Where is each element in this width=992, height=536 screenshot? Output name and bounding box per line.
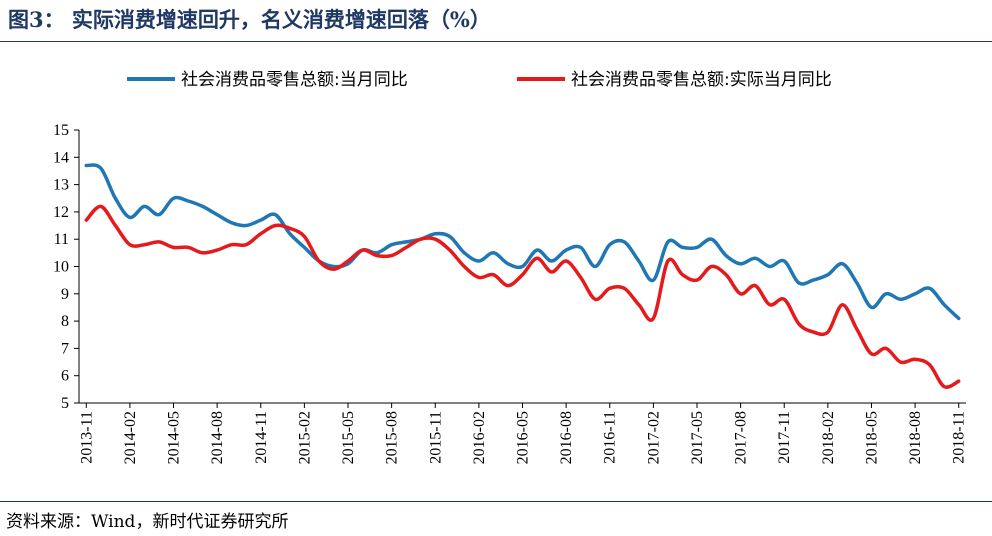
x-tick-label: 2017-02	[645, 411, 662, 464]
x-tick-label: 2015-08	[384, 411, 401, 464]
y-tick-label: 5	[61, 395, 69, 412]
y-tick-label: 15	[53, 122, 69, 139]
x-tick-label: 2014-11	[253, 411, 270, 464]
series-line-real	[84, 204, 961, 389]
y-tick-label: 7	[61, 340, 69, 357]
x-tick-label: 2018-08	[907, 411, 924, 464]
y-tick-label: 13	[53, 177, 69, 194]
chart-legend: 社会消费品零售总额:当月同比 社会消费品零售总额:实际当月同比	[127, 70, 832, 90]
x-tick-label: 2017-05	[689, 411, 706, 464]
x-tick-label: 2016-05	[515, 411, 532, 464]
y-tick-label: 9	[61, 286, 69, 303]
x-tick-label: 2017-08	[733, 411, 750, 464]
series-line-nominal	[84, 163, 961, 321]
x-tick-label: 2016-02	[471, 411, 488, 464]
x-tick-label: 2014-08	[209, 411, 226, 464]
x-tick-label: 2018-05	[863, 411, 880, 464]
x-tick-label: 2015-05	[340, 411, 357, 464]
x-tick-label: 2014-05	[166, 411, 183, 464]
y-tick-label: 8	[61, 313, 69, 330]
y-tick-label: 10	[53, 259, 69, 276]
y-tick-label: 11	[54, 231, 69, 248]
legend-label-nominal: 社会消费品零售总额:当月同比	[181, 70, 408, 90]
figure-title: 图3： 实际消费增速回升，名义消费增速回落（%）	[8, 7, 491, 32]
x-tick-label: 2015-02	[296, 411, 313, 464]
legend-label-real: 社会消费品零售总额:实际当月同比	[571, 70, 832, 90]
x-tick-label: 2014-02	[122, 411, 139, 464]
chart-series	[84, 163, 961, 389]
x-tick-label: 2015-11	[427, 411, 444, 464]
title-rule	[0, 41, 992, 42]
x-tick-label: 2018-11	[951, 411, 968, 464]
x-tick-label: 2018-02	[820, 411, 837, 464]
line-chart: 社会消费品零售总额:当月同比 社会消费品零售总额:实际当月同比 5 6 7 8 9 10 1…	[53, 70, 968, 464]
chart-axes: 5 6 7 8 9 10 11 12 13 14 15 2013-11 2014-02 2014-05 20…	[53, 122, 968, 464]
x-tick-label: 2016-11	[602, 411, 619, 464]
x-tick-label: 2013-11	[78, 411, 95, 464]
y-tick-label: 14	[53, 149, 69, 166]
y-tick-label: 12	[53, 204, 69, 221]
x-tick-label: 2016-08	[558, 411, 575, 464]
y-tick-label: 6	[61, 368, 69, 385]
source-rule	[0, 501, 992, 502]
x-tick-label: 2017-11	[776, 411, 793, 464]
source-note: 资料来源：Wind，新时代证券研究所	[6, 512, 289, 532]
